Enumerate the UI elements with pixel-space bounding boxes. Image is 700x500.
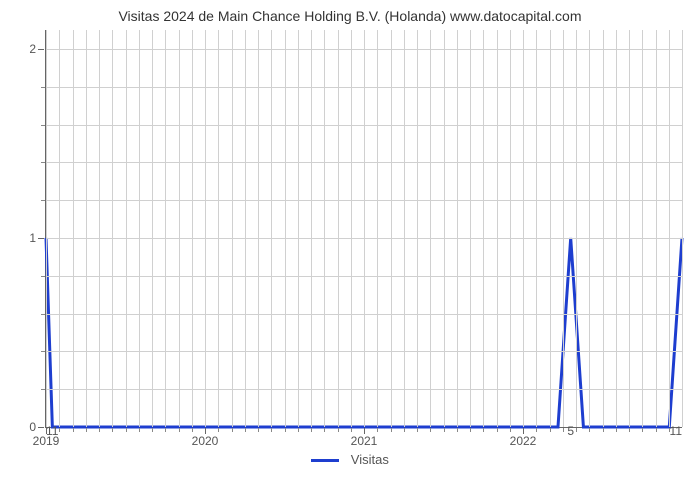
point-annotation: 11 xyxy=(46,424,58,438)
legend: Visitas xyxy=(0,452,700,467)
point-annotation: 11 xyxy=(670,424,682,438)
plot-container: 201920202021202201211511 xyxy=(45,30,682,428)
legend-swatch xyxy=(311,459,339,462)
chart-title: Visitas 2024 de Main Chance Holding B.V.… xyxy=(0,8,700,24)
legend-label: Visitas xyxy=(351,452,389,467)
x-axis-label: 2021 xyxy=(351,434,378,448)
visits-chart: Visitas 2024 de Main Chance Holding B.V.… xyxy=(0,8,700,468)
plot-area: 201920202021202201211511 xyxy=(45,30,682,428)
x-axis-label: 2020 xyxy=(192,434,219,448)
y-axis-label: 1 xyxy=(29,231,36,245)
x-axis-label: 2022 xyxy=(510,434,537,448)
y-axis-label: 0 xyxy=(29,420,36,434)
point-annotation: 5 xyxy=(567,424,574,438)
y-axis-label: 2 xyxy=(29,42,36,56)
